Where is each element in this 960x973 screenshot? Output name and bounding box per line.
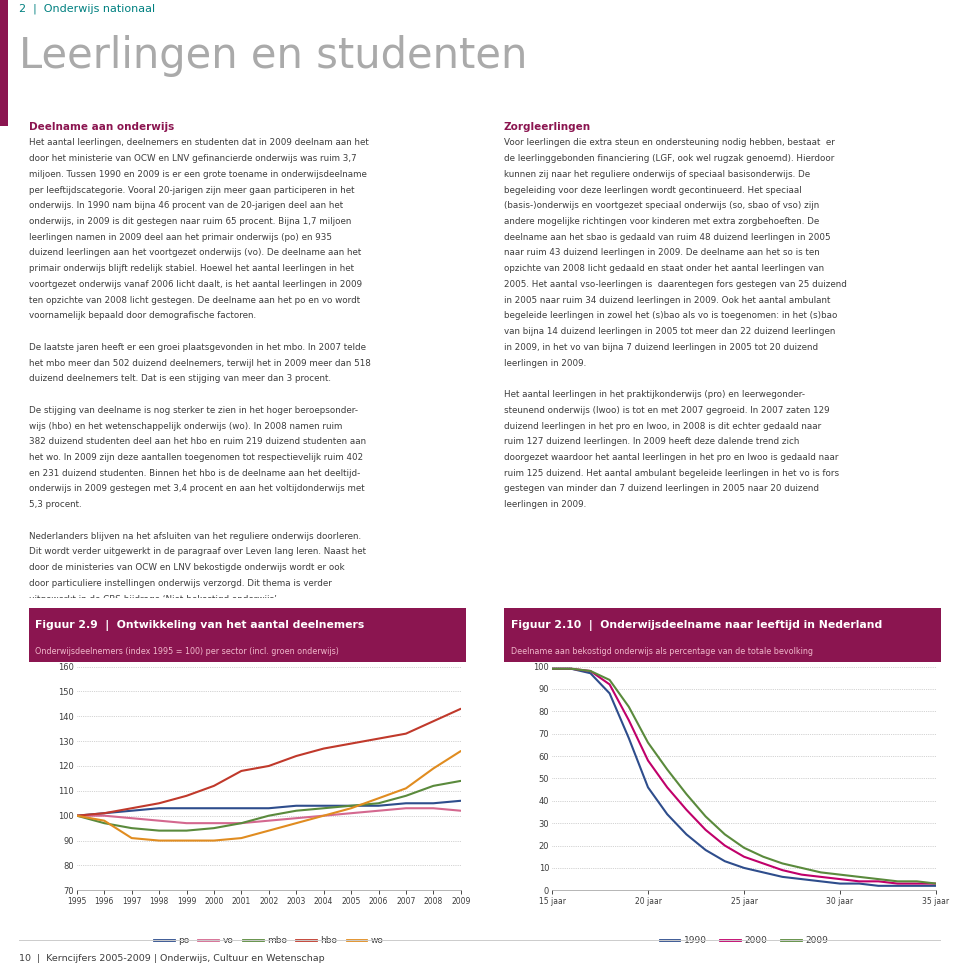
Text: Nederlanders blijven na het afsluiten van het reguliere onderwijs doorleren.: Nederlanders blijven na het afsluiten va…: [29, 531, 361, 541]
Text: kunnen zij naar het reguliere onderwijs of speciaal basisonderwijs. De: kunnen zij naar het reguliere onderwijs …: [504, 169, 810, 179]
Text: andere mogelijke richtingen voor kinderen met extra zorgbehoeften. De: andere mogelijke richtingen voor kindere…: [504, 217, 819, 226]
Text: en 231 duizend studenten. Binnen het hbo is de deelname aan het deeltijd-: en 231 duizend studenten. Binnen het hbo…: [29, 469, 360, 478]
Text: Deelname aan onderwijs: Deelname aan onderwijs: [29, 122, 174, 131]
Text: Figuur 2.10  |  Onderwijsdeelname naar leeftijd in Nederland: Figuur 2.10 | Onderwijsdeelname naar lee…: [511, 620, 882, 631]
Text: 5,3 procent.: 5,3 procent.: [29, 500, 82, 509]
Text: onderwijs, in 2009 is dit gestegen naar ruim 65 procent. Bijna 1,7 miljoen: onderwijs, in 2009 is dit gestegen naar …: [29, 217, 351, 226]
Text: Deelname aan bekostigd onderwijs als percentage van de totale bevolking: Deelname aan bekostigd onderwijs als per…: [511, 647, 812, 656]
Text: gestegen van minder dan 7 duizend leerlingen in 2005 naar 20 duizend: gestegen van minder dan 7 duizend leerli…: [504, 485, 819, 493]
Text: primair onderwijs blijft redelijk stabiel. Hoewel het aantal leerlingen in het: primair onderwijs blijft redelijk stabie…: [29, 265, 354, 273]
Text: Zorgleerlingen: Zorgleerlingen: [504, 122, 591, 131]
Text: Figuur 2.9  |  Ontwikkeling van het aantal deelnemers: Figuur 2.9 | Ontwikkeling van het aantal…: [36, 620, 365, 631]
Text: Het aantal leerlingen in het praktijkonderwijs (pro) en leerwegonder-: Het aantal leerlingen in het praktijkond…: [504, 390, 805, 399]
Text: uitgewerkt in de CBS-bijdrage ‘Niet-bekostigd onderwijs’.: uitgewerkt in de CBS-bijdrage ‘Niet-beko…: [29, 595, 279, 603]
Text: opzichte van 2008 licht gedaald en staat onder het aantal leerlingen van: opzichte van 2008 licht gedaald en staat…: [504, 265, 824, 273]
Text: 2  |  Onderwijs nationaal: 2 | Onderwijs nationaal: [19, 4, 156, 15]
Text: door het ministerie van OCW en LNV gefinancierde onderwijs was ruim 3,7: door het ministerie van OCW en LNV gefin…: [29, 154, 356, 163]
Text: ruim 127 duizend leerlingen. In 2009 heeft deze dalende trend zich: ruim 127 duizend leerlingen. In 2009 hee…: [504, 437, 800, 447]
Text: Leerlingen en studenten: Leerlingen en studenten: [19, 35, 528, 78]
Text: het wo. In 2009 zijn deze aantallen toegenomen tot respectievelijk ruim 402: het wo. In 2009 zijn deze aantallen toeg…: [29, 453, 363, 462]
Text: ruim 125 duizend. Het aantal ambulant begeleide leerlingen in het vo is fors: ruim 125 duizend. Het aantal ambulant be…: [504, 469, 839, 478]
Text: het mbo meer dan 502 duizend deelnemers, terwijl het in 2009 meer dan 518: het mbo meer dan 502 duizend deelnemers,…: [29, 359, 371, 368]
Text: Voor leerlingen die extra steun en ondersteuning nodig hebben, bestaat  er: Voor leerlingen die extra steun en onder…: [504, 138, 835, 147]
Text: miljoen. Tussen 1990 en 2009 is er een grote toename in onderwijsdeelname: miljoen. Tussen 1990 en 2009 is er een g…: [29, 169, 367, 179]
Text: onderwijs. In 1990 nam bijna 46 procent van de 20-jarigen deel aan het: onderwijs. In 1990 nam bijna 46 procent …: [29, 201, 343, 210]
Legend: 1990, 2000, 2009: 1990, 2000, 2009: [656, 932, 832, 949]
Text: begeleide leerlingen in zowel het (s)bao als vo is toegenomen: in het (s)bao: begeleide leerlingen in zowel het (s)bao…: [504, 311, 837, 320]
Text: de leerlinggebonden financiering (LGF, ook wel rugzak genoemd). Hierdoor: de leerlinggebonden financiering (LGF, o…: [504, 154, 834, 163]
Text: De stijging van deelname is nog sterker te zien in het hoger beroepsonder-: De stijging van deelname is nog sterker …: [29, 406, 358, 414]
Text: steunend onderwijs (lwoo) is tot en met 2007 gegroeid. In 2007 zaten 129: steunend onderwijs (lwoo) is tot en met …: [504, 406, 829, 414]
Text: 382 duizend studenten deel aan het hbo en ruim 219 duizend studenten aan: 382 duizend studenten deel aan het hbo e…: [29, 437, 366, 447]
Text: duizend leerlingen in het pro en lwoo, in 2008 is dit echter gedaald naar: duizend leerlingen in het pro en lwoo, i…: [504, 421, 821, 430]
Text: voornamelijk bepaald door demografische factoren.: voornamelijk bepaald door demografische …: [29, 311, 256, 320]
Legend: po, vo, mbo, hbo, wo: po, vo, mbo, hbo, wo: [150, 932, 388, 949]
Text: in 2005 naar ruim 34 duizend leerlingen in 2009. Ook het aantal ambulant: in 2005 naar ruim 34 duizend leerlingen …: [504, 296, 830, 305]
Text: De laatste jaren heeft er een groei plaatsgevonden in het mbo. In 2007 telde: De laatste jaren heeft er een groei plaa…: [29, 342, 366, 352]
Text: leerlingen in 2009.: leerlingen in 2009.: [504, 359, 587, 368]
Text: door particuliere instellingen onderwijs verzorgd. Dit thema is verder: door particuliere instellingen onderwijs…: [29, 579, 331, 588]
Text: wijs (hbo) en het wetenschappelijk onderwijs (wo). In 2008 namen ruim: wijs (hbo) en het wetenschappelijk onder…: [29, 421, 342, 430]
Text: duizend deelnemers telt. Dat is een stijging van meer dan 3 procent.: duizend deelnemers telt. Dat is een stij…: [29, 375, 331, 383]
Text: Dit wordt verder uitgewerkt in de paragraaf over Leven lang leren. Naast het: Dit wordt verder uitgewerkt in de paragr…: [29, 548, 366, 557]
Text: doorgezet waardoor het aantal leerlingen in het pro en lwoo is gedaald naar: doorgezet waardoor het aantal leerlingen…: [504, 453, 838, 462]
Text: 2005. Het aantal vso-leerlingen is  daarentegen fors gestegen van 25 duizend: 2005. Het aantal vso-leerlingen is daare…: [504, 280, 847, 289]
Text: ten opzichte van 2008 licht gestegen. De deelname aan het po en vo wordt: ten opzichte van 2008 licht gestegen. De…: [29, 296, 360, 305]
Text: naar ruim 43 duizend leerlingen in 2009. De deelname aan het so is ten: naar ruim 43 duizend leerlingen in 2009.…: [504, 248, 820, 258]
Text: onderwijs in 2009 gestegen met 3,4 procent en aan het voltijdonderwijs met: onderwijs in 2009 gestegen met 3,4 proce…: [29, 485, 365, 493]
Text: leerlingen namen in 2009 deel aan het primair onderwijs (po) en 935: leerlingen namen in 2009 deel aan het pr…: [29, 233, 332, 241]
Text: voortgezet onderwijs vanaf 2006 licht daalt, is het aantal leerlingen in 2009: voortgezet onderwijs vanaf 2006 licht da…: [29, 280, 362, 289]
Text: begeleiding voor deze leerlingen wordt gecontinueerd. Het speciaal: begeleiding voor deze leerlingen wordt g…: [504, 186, 802, 195]
Text: Het aantal leerlingen, deelnemers en studenten dat in 2009 deelnam aan het: Het aantal leerlingen, deelnemers en stu…: [29, 138, 369, 147]
Bar: [0, 0, 8, 126]
Text: door de ministeries van OCW en LNV bekostigde onderwijs wordt er ook: door de ministeries van OCW en LNV bekos…: [29, 563, 345, 572]
Text: (basis-)onderwijs en voortgezet speciaal onderwijs (so, sbao of vso) zijn: (basis-)onderwijs en voortgezet speciaal…: [504, 201, 819, 210]
Text: per leeftijdscategorie. Vooral 20-jarigen zijn meer gaan participeren in het: per leeftijdscategorie. Vooral 20-jarige…: [29, 186, 354, 195]
Text: 10  |  Kerncijfers 2005-2009 | Onderwijs, Cultuur en Wetenschap: 10 | Kerncijfers 2005-2009 | Onderwijs, …: [19, 954, 324, 962]
Text: in 2009, in het vo van bijna 7 duizend leerlingen in 2005 tot 20 duizend: in 2009, in het vo van bijna 7 duizend l…: [504, 342, 818, 352]
Text: Onderwijsdeelnemers (index 1995 = 100) per sector (incl. groen onderwijs): Onderwijsdeelnemers (index 1995 = 100) p…: [36, 647, 339, 656]
Text: leerlingen in 2009.: leerlingen in 2009.: [504, 500, 587, 509]
Text: duizend leerlingen aan het voortgezet onderwijs (vo). De deelname aan het: duizend leerlingen aan het voortgezet on…: [29, 248, 361, 258]
Text: deelname aan het sbao is gedaald van ruim 48 duizend leerlingen in 2005: deelname aan het sbao is gedaald van rui…: [504, 233, 830, 241]
Text: van bijna 14 duizend leerlingen in 2005 tot meer dan 22 duizend leerlingen: van bijna 14 duizend leerlingen in 2005 …: [504, 327, 835, 336]
